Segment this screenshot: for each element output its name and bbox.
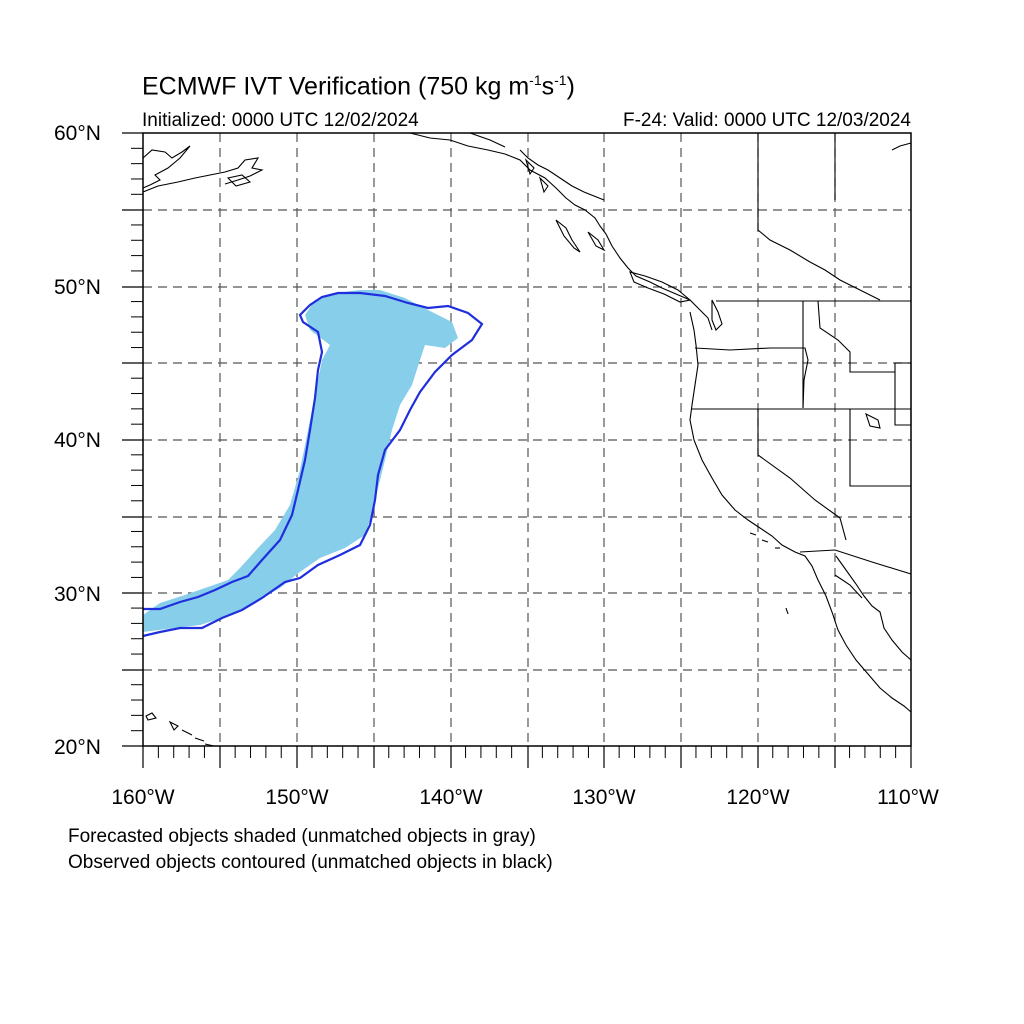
lat-label-20: 20°N: [54, 736, 101, 759]
forecast-object: [143, 290, 458, 632]
lat-label-30: 30°N: [54, 583, 101, 606]
coastlines: [142, 132, 912, 747]
gridlines: [143, 133, 911, 746]
lon-label-130w: 130°W: [572, 786, 636, 809]
valid-time: F-24: Valid: 0000 UTC 12/03/2024: [623, 110, 911, 131]
lat-label-60: 60°N: [54, 122, 101, 145]
lat-label-50: 50°N: [54, 276, 101, 299]
initialized-time: Initialized: 0000 UTC 12/02/2024: [142, 110, 419, 131]
lon-label-160w: 160°W: [111, 786, 175, 809]
map-title: ECMWF IVT Verification (750 kg m-1s-1): [142, 72, 575, 101]
lat-label-40: 40°N: [54, 429, 101, 452]
lon-label-110w: 110°W: [877, 786, 939, 809]
forecast-note: Forecasted objects shaded (unmatched obj…: [68, 826, 536, 847]
lon-label-120w: 120°W: [726, 786, 790, 809]
observed-note: Observed objects contoured (unmatched ob…: [68, 852, 553, 873]
tick-marks: [122, 132, 912, 768]
lon-label-150w: 150°W: [265, 786, 329, 809]
observed-contour: [142, 291, 484, 638]
lon-label-140w: 140°W: [419, 786, 483, 809]
minor-tick-marks: [131, 147, 897, 758]
